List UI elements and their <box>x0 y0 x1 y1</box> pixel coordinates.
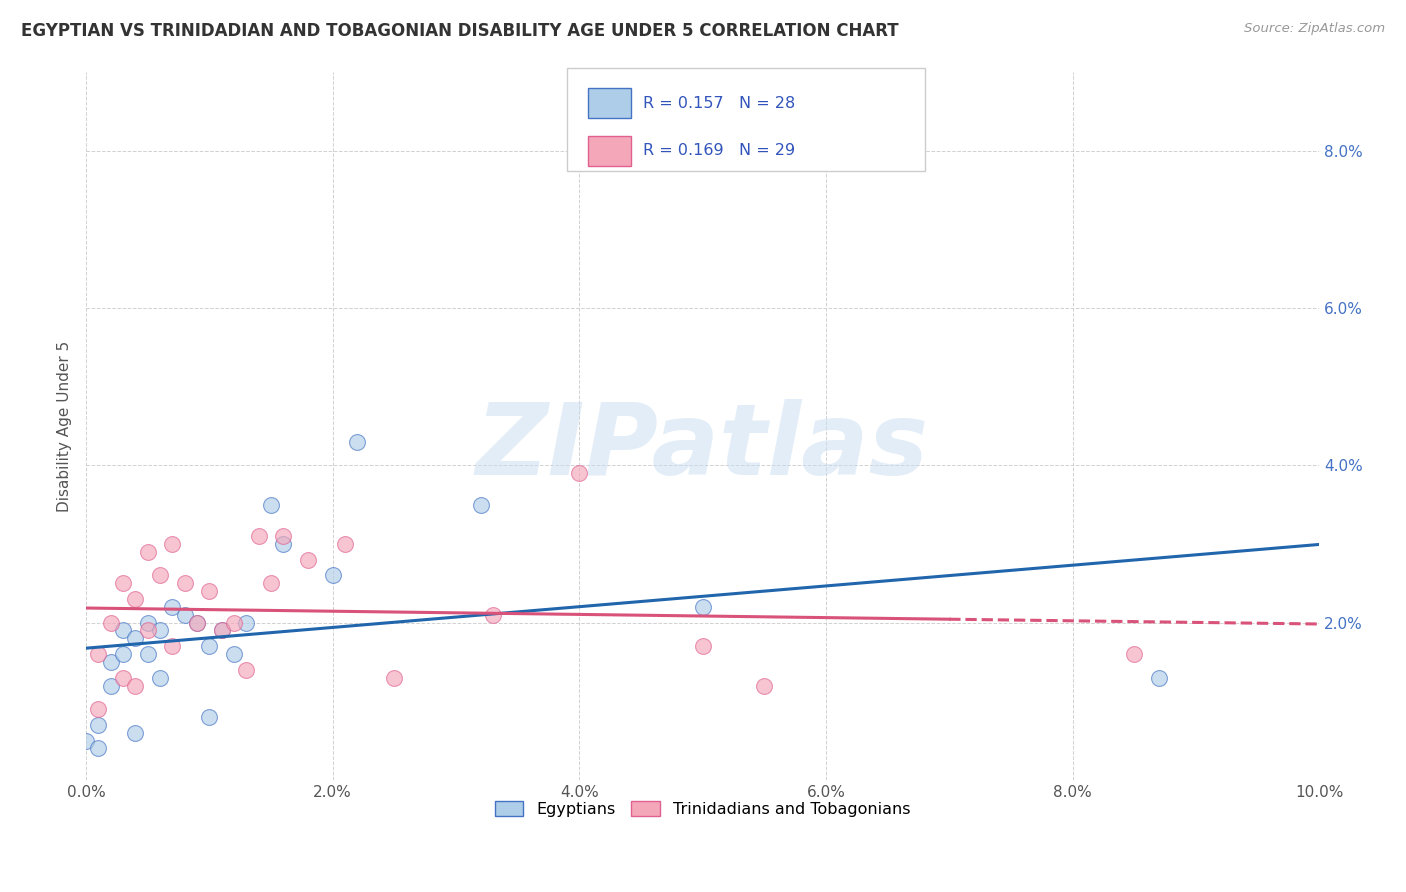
Point <box>198 639 221 653</box>
Point <box>470 498 492 512</box>
Point <box>482 607 505 622</box>
Point <box>692 599 714 614</box>
Point <box>198 710 221 724</box>
Point <box>112 671 135 685</box>
Point <box>100 655 122 669</box>
Point <box>211 624 233 638</box>
Point <box>198 584 221 599</box>
Point <box>162 537 184 551</box>
Point <box>112 647 135 661</box>
Y-axis label: Disability Age Under 5: Disability Age Under 5 <box>58 341 72 512</box>
Point <box>273 537 295 551</box>
Point <box>1123 647 1146 661</box>
Text: Source: ZipAtlas.com: Source: ZipAtlas.com <box>1244 22 1385 36</box>
FancyBboxPatch shape <box>567 69 925 171</box>
Point <box>100 679 122 693</box>
Point <box>235 615 257 630</box>
Point <box>173 576 195 591</box>
Point <box>124 725 146 739</box>
Point <box>273 529 295 543</box>
Point <box>333 537 356 551</box>
Point <box>346 434 368 449</box>
Point <box>136 624 159 638</box>
Point <box>149 624 172 638</box>
FancyBboxPatch shape <box>588 88 631 118</box>
Point <box>149 568 172 582</box>
Point <box>124 592 146 607</box>
Point <box>75 733 97 747</box>
Point <box>260 576 283 591</box>
Point <box>186 615 208 630</box>
Point <box>124 632 146 646</box>
Legend: Egyptians, Trinidadians and Tobagonians: Egyptians, Trinidadians and Tobagonians <box>486 793 918 825</box>
Point <box>186 615 208 630</box>
Point <box>162 599 184 614</box>
Point <box>87 702 110 716</box>
Point <box>112 624 135 638</box>
Point <box>222 647 245 661</box>
Point <box>297 552 319 566</box>
Point <box>211 624 233 638</box>
Point <box>247 529 270 543</box>
Point <box>568 466 591 480</box>
Text: ZIPatlas: ZIPatlas <box>477 399 929 496</box>
Point <box>112 576 135 591</box>
Point <box>222 615 245 630</box>
Point <box>100 615 122 630</box>
Text: R = 0.157   N = 28: R = 0.157 N = 28 <box>644 95 796 111</box>
Point <box>754 679 776 693</box>
Point <box>87 647 110 661</box>
Point <box>87 718 110 732</box>
Point <box>136 647 159 661</box>
Text: R = 0.169   N = 29: R = 0.169 N = 29 <box>644 144 796 158</box>
Point <box>162 639 184 653</box>
FancyBboxPatch shape <box>588 136 631 166</box>
Point <box>1147 671 1170 685</box>
Text: EGYPTIAN VS TRINIDADIAN AND TOBAGONIAN DISABILITY AGE UNDER 5 CORRELATION CHART: EGYPTIAN VS TRINIDADIAN AND TOBAGONIAN D… <box>21 22 898 40</box>
Point <box>149 671 172 685</box>
Point <box>382 671 405 685</box>
Point <box>87 741 110 756</box>
Point <box>136 615 159 630</box>
Point <box>322 568 344 582</box>
Point <box>173 607 195 622</box>
Point <box>235 663 257 677</box>
Point <box>136 545 159 559</box>
Point <box>124 679 146 693</box>
Point <box>260 498 283 512</box>
Point <box>692 639 714 653</box>
